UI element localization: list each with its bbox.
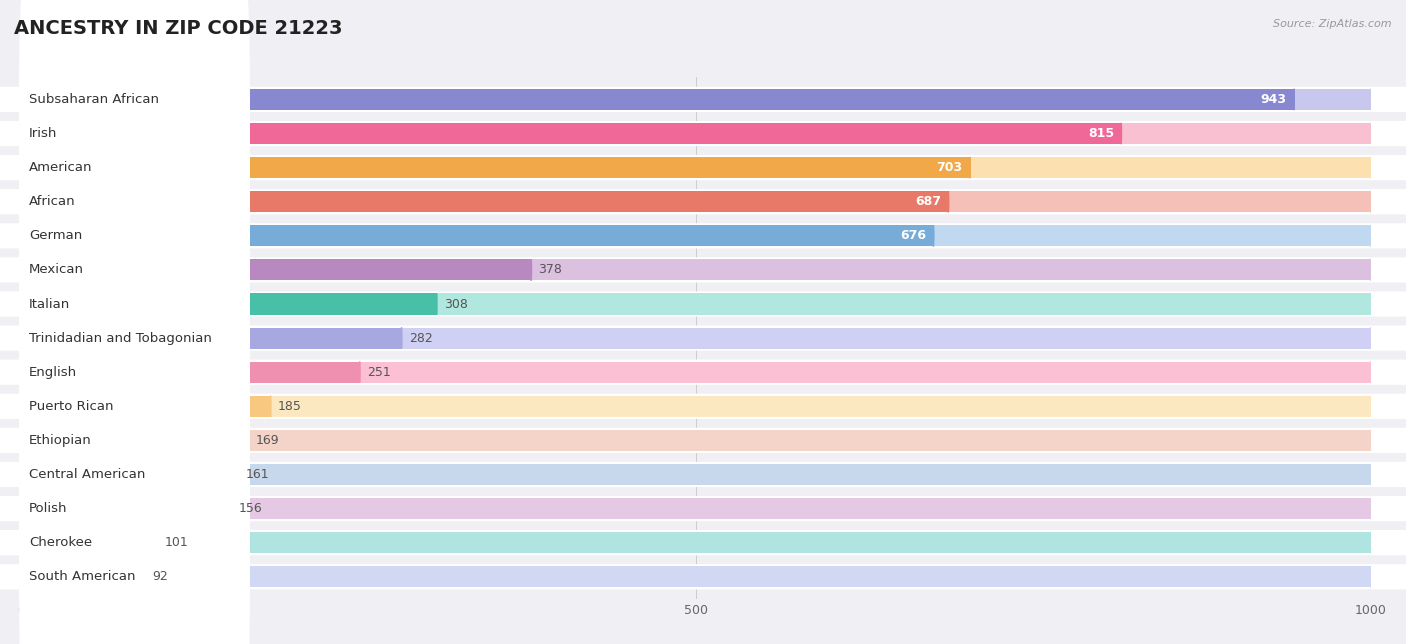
Text: 703: 703 bbox=[936, 161, 963, 174]
Bar bbox=[21, 89, 1371, 110]
Bar bbox=[21, 566, 1371, 587]
FancyBboxPatch shape bbox=[0, 325, 1406, 351]
FancyBboxPatch shape bbox=[0, 496, 1406, 521]
FancyBboxPatch shape bbox=[0, 87, 1406, 112]
FancyBboxPatch shape bbox=[20, 399, 250, 618]
FancyBboxPatch shape bbox=[0, 462, 1406, 487]
Text: Cherokee: Cherokee bbox=[30, 536, 91, 549]
Text: 161: 161 bbox=[245, 468, 269, 481]
Text: English: English bbox=[30, 366, 77, 379]
FancyBboxPatch shape bbox=[0, 258, 1406, 283]
Text: South American: South American bbox=[30, 570, 135, 583]
Bar bbox=[21, 430, 249, 451]
Text: Subsaharan African: Subsaharan African bbox=[30, 93, 159, 106]
Bar bbox=[21, 532, 1371, 553]
Text: Puerto Rican: Puerto Rican bbox=[30, 400, 114, 413]
Text: 169: 169 bbox=[256, 434, 280, 447]
FancyBboxPatch shape bbox=[0, 189, 1406, 214]
Bar bbox=[21, 395, 270, 417]
FancyBboxPatch shape bbox=[20, 365, 250, 584]
Text: African: African bbox=[30, 195, 76, 208]
Text: 92: 92 bbox=[152, 570, 167, 583]
Bar bbox=[21, 362, 360, 383]
FancyBboxPatch shape bbox=[20, 92, 250, 312]
Bar bbox=[21, 362, 1371, 383]
Bar bbox=[21, 464, 238, 485]
FancyBboxPatch shape bbox=[20, 296, 250, 516]
FancyBboxPatch shape bbox=[0, 223, 1406, 249]
FancyBboxPatch shape bbox=[0, 359, 1406, 385]
Bar bbox=[21, 191, 948, 213]
Bar bbox=[21, 225, 934, 247]
Text: ANCESTRY IN ZIP CODE 21223: ANCESTRY IN ZIP CODE 21223 bbox=[14, 19, 343, 39]
FancyBboxPatch shape bbox=[0, 428, 1406, 453]
Bar bbox=[21, 225, 1371, 247]
Bar bbox=[21, 498, 232, 519]
Bar bbox=[21, 464, 1371, 485]
Bar bbox=[21, 294, 1371, 314]
Bar bbox=[21, 532, 157, 553]
Bar bbox=[21, 395, 1371, 417]
Bar bbox=[21, 430, 1371, 451]
Text: 101: 101 bbox=[165, 536, 188, 549]
Text: Mexican: Mexican bbox=[30, 263, 84, 276]
Bar bbox=[21, 191, 1371, 213]
Text: Italian: Italian bbox=[30, 298, 70, 310]
Bar bbox=[21, 157, 1371, 178]
FancyBboxPatch shape bbox=[20, 228, 250, 448]
Text: 185: 185 bbox=[278, 400, 302, 413]
FancyBboxPatch shape bbox=[0, 393, 1406, 419]
Text: 687: 687 bbox=[915, 195, 941, 208]
Text: 282: 282 bbox=[409, 332, 433, 345]
Text: German: German bbox=[30, 229, 82, 242]
Bar bbox=[21, 123, 1371, 144]
FancyBboxPatch shape bbox=[20, 160, 250, 380]
FancyBboxPatch shape bbox=[20, 0, 250, 209]
Text: 251: 251 bbox=[367, 366, 391, 379]
Bar bbox=[21, 260, 531, 281]
FancyBboxPatch shape bbox=[20, 330, 250, 550]
Bar bbox=[21, 498, 1371, 519]
Bar bbox=[21, 566, 145, 587]
FancyBboxPatch shape bbox=[0, 155, 1406, 180]
Bar bbox=[21, 294, 437, 314]
FancyBboxPatch shape bbox=[0, 121, 1406, 146]
Bar bbox=[21, 89, 1294, 110]
FancyBboxPatch shape bbox=[20, 24, 250, 243]
Text: 815: 815 bbox=[1088, 127, 1114, 140]
Text: 378: 378 bbox=[538, 263, 562, 276]
FancyBboxPatch shape bbox=[0, 530, 1406, 555]
FancyBboxPatch shape bbox=[0, 564, 1406, 589]
Text: 156: 156 bbox=[239, 502, 263, 515]
Text: 943: 943 bbox=[1261, 93, 1286, 106]
Bar bbox=[21, 157, 970, 178]
Text: Ethiopian: Ethiopian bbox=[30, 434, 91, 447]
FancyBboxPatch shape bbox=[20, 194, 250, 414]
Text: Trinidadian and Tobagonian: Trinidadian and Tobagonian bbox=[30, 332, 212, 345]
FancyBboxPatch shape bbox=[20, 433, 250, 644]
FancyBboxPatch shape bbox=[20, 126, 250, 346]
Bar bbox=[21, 260, 1371, 281]
Text: Source: ZipAtlas.com: Source: ZipAtlas.com bbox=[1274, 19, 1392, 30]
Text: 676: 676 bbox=[900, 229, 927, 242]
Bar bbox=[21, 123, 1121, 144]
FancyBboxPatch shape bbox=[20, 467, 250, 644]
FancyBboxPatch shape bbox=[20, 262, 250, 482]
Text: Irish: Irish bbox=[30, 127, 58, 140]
Bar bbox=[21, 328, 402, 348]
Text: 308: 308 bbox=[444, 298, 468, 310]
Text: Central American: Central American bbox=[30, 468, 145, 481]
FancyBboxPatch shape bbox=[20, 58, 250, 278]
Bar bbox=[21, 328, 1371, 348]
Text: American: American bbox=[30, 161, 93, 174]
FancyBboxPatch shape bbox=[0, 291, 1406, 317]
Text: Polish: Polish bbox=[30, 502, 67, 515]
